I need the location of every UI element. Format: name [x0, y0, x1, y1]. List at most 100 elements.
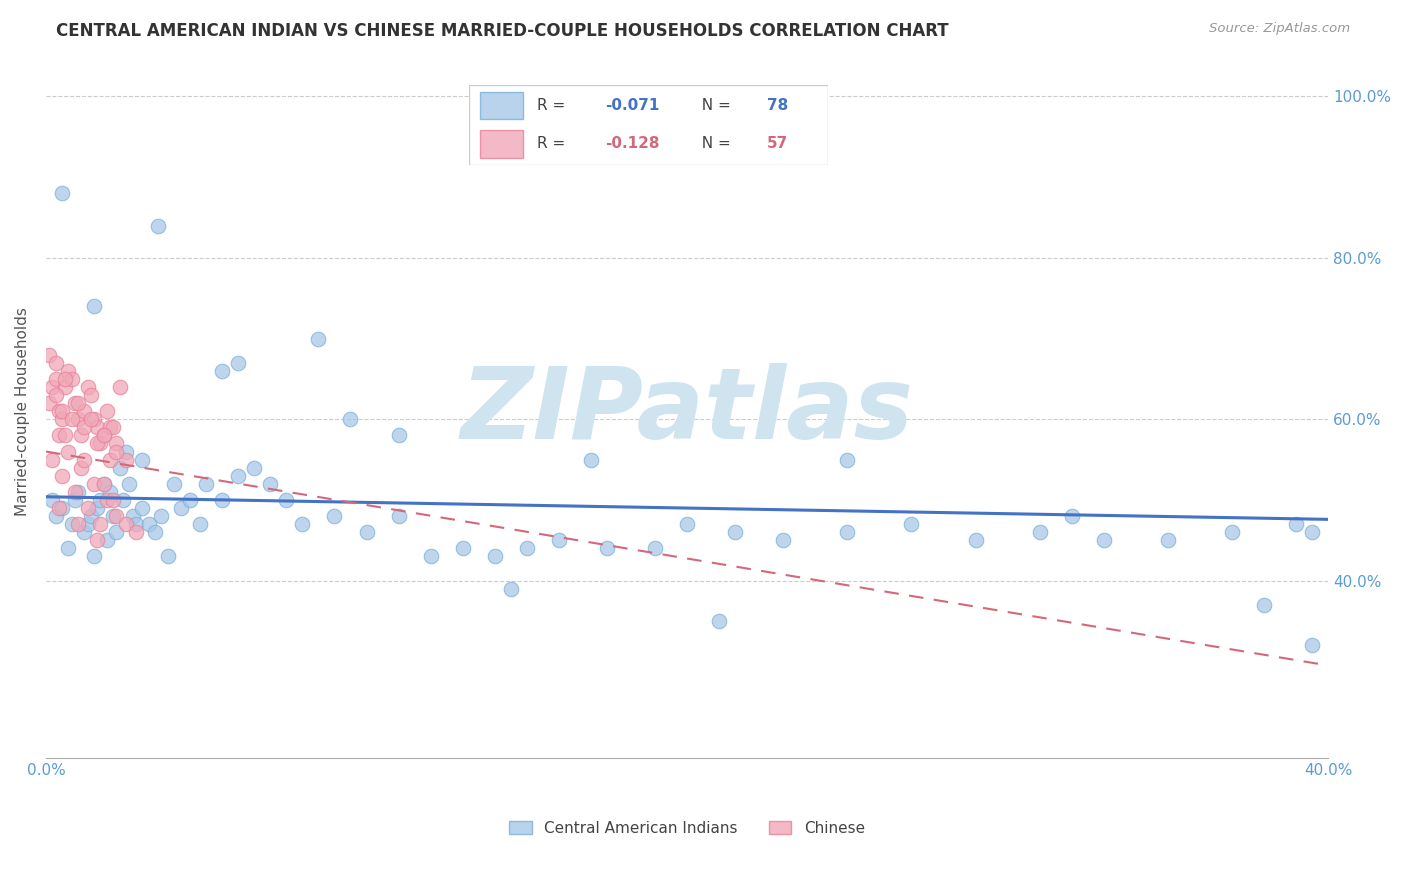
Point: [1028, 525, 1050, 540]
Point: [1301, 525, 1323, 540]
Point: [70, 428, 93, 442]
Point: [451, 541, 474, 556]
Text: CENTRAL AMERICAN INDIAN VS CHINESE MARRIED-COUPLE HOUSEHOLDS CORRELATION CHART: CENTRAL AMERICAN INDIAN VS CHINESE MARRI…: [56, 22, 949, 40]
Point: [86, 420, 108, 434]
Point: [73, 420, 96, 434]
Point: [837, 525, 859, 540]
Point: [48, 501, 70, 516]
Point: [80, 412, 103, 426]
Point: [96, 533, 118, 548]
Point: [115, 452, 138, 467]
Point: [83, 549, 105, 564]
Point: [243, 460, 266, 475]
Point: [419, 549, 441, 564]
Point: [323, 509, 346, 524]
Point: [356, 525, 378, 540]
Point: [38, 348, 60, 362]
Point: [121, 509, 143, 524]
Point: [51, 186, 73, 201]
Point: [45, 372, 67, 386]
Legend: Central American Indians, Chinese: Central American Indians, Chinese: [503, 814, 870, 842]
Point: [51, 468, 73, 483]
Point: [48, 404, 70, 418]
Point: [63, 396, 86, 410]
Point: [724, 525, 747, 540]
Point: [125, 525, 148, 540]
Point: [156, 549, 179, 564]
Point: [579, 452, 602, 467]
Point: [83, 476, 105, 491]
Point: [103, 493, 125, 508]
Point: [45, 388, 67, 402]
Point: [53, 380, 76, 394]
Point: [211, 493, 233, 508]
Point: [837, 452, 859, 467]
Point: [1301, 638, 1323, 652]
Point: [60, 372, 83, 386]
Point: [115, 517, 138, 532]
Point: [339, 412, 361, 426]
Point: [516, 541, 538, 556]
Point: [58, 541, 80, 556]
Point: [70, 460, 93, 475]
Text: ZIPatlas: ZIPatlas: [461, 363, 914, 459]
Point: [1157, 533, 1180, 548]
Point: [93, 476, 115, 491]
Point: [48, 428, 70, 442]
Point: [98, 452, 121, 467]
Point: [66, 396, 89, 410]
Point: [131, 452, 153, 467]
Point: [707, 614, 730, 628]
Point: [596, 541, 619, 556]
Point: [86, 533, 108, 548]
Point: [86, 501, 108, 516]
Point: [86, 436, 108, 450]
Point: [125, 517, 148, 532]
Point: [80, 388, 103, 402]
Point: [138, 517, 160, 532]
Point: [644, 541, 666, 556]
Point: [387, 509, 409, 524]
Point: [73, 404, 96, 418]
Point: [105, 525, 128, 540]
Point: [307, 332, 329, 346]
Point: [143, 525, 166, 540]
Point: [111, 493, 134, 508]
Point: [66, 517, 89, 532]
Point: [387, 428, 409, 442]
Point: [211, 364, 233, 378]
Point: [73, 525, 96, 540]
Point: [1092, 533, 1115, 548]
Point: [108, 380, 131, 394]
Point: [291, 517, 314, 532]
Point: [51, 501, 73, 516]
Point: [53, 428, 76, 442]
Point: [259, 476, 281, 491]
Point: [499, 582, 522, 596]
Point: [188, 517, 211, 532]
Point: [98, 420, 121, 434]
Point: [51, 404, 73, 418]
Point: [965, 533, 987, 548]
Point: [226, 468, 249, 483]
Point: [179, 493, 201, 508]
Point: [60, 517, 83, 532]
Point: [89, 493, 111, 508]
Point: [105, 509, 128, 524]
Point: [118, 476, 141, 491]
Point: [41, 493, 63, 508]
Point: [96, 404, 118, 418]
Point: [58, 364, 80, 378]
Point: [66, 412, 89, 426]
Point: [108, 460, 131, 475]
Point: [38, 396, 60, 410]
Point: [83, 412, 105, 426]
Point: [169, 501, 191, 516]
Point: [96, 493, 118, 508]
Point: [80, 509, 103, 524]
Point: [93, 476, 115, 491]
Point: [105, 436, 128, 450]
Point: [103, 509, 125, 524]
Point: [76, 501, 98, 516]
Point: [131, 501, 153, 516]
